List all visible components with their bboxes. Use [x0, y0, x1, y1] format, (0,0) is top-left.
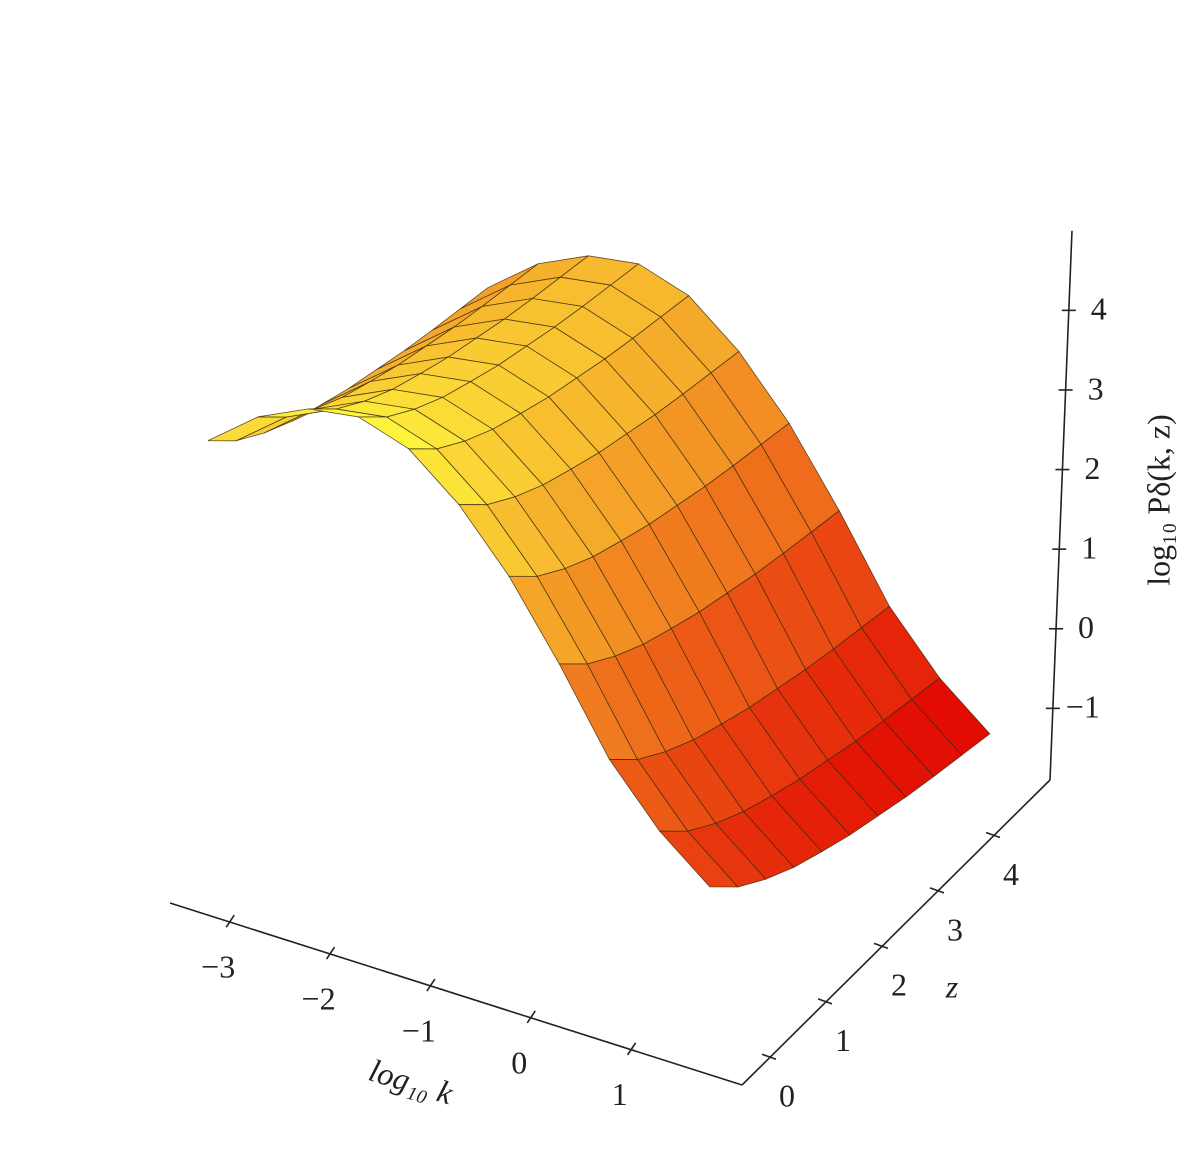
z-axis — [741, 779, 1051, 1086]
x-tick-label: −3 — [201, 949, 235, 985]
y-axis — [1049, 230, 1073, 781]
x-tick — [225, 914, 235, 928]
z-tick — [761, 1053, 777, 1061]
y-tick-label: 4 — [1091, 291, 1107, 327]
z-axis-label: z — [945, 968, 959, 1004]
z-tick-label: 0 — [779, 1078, 795, 1114]
y-tick-label: 0 — [1078, 609, 1094, 645]
z-tick — [929, 887, 945, 894]
z-tick-label: 1 — [835, 1022, 851, 1058]
x-tick-label: 1 — [612, 1076, 628, 1112]
z-tick — [985, 831, 1001, 839]
y-tick-label: −1 — [1066, 689, 1100, 725]
x-tick — [426, 978, 436, 992]
x-axis — [169, 902, 743, 1086]
z-tick — [817, 998, 833, 1005]
y-tick-label: 1 — [1081, 530, 1097, 566]
y-axis-label: log₁₀ Pδ(k, z) — [1140, 414, 1176, 586]
x-axis-label: log₁₀ k — [365, 1052, 458, 1112]
z-tick-label: 4 — [1003, 856, 1019, 892]
x-tick-label: −2 — [302, 980, 336, 1016]
z-tick-label: 3 — [947, 911, 963, 947]
z-tick — [873, 942, 889, 950]
y-tick-label: 2 — [1084, 450, 1100, 486]
z-tick-label: 2 — [891, 967, 907, 1003]
x-tick — [626, 1042, 637, 1056]
x-tick — [526, 1010, 536, 1024]
y-tick-label: 3 — [1088, 370, 1104, 406]
x-tick-label: 0 — [511, 1044, 527, 1080]
x-tick — [325, 946, 336, 960]
surface-patch — [658, 830, 739, 888]
x-tick-label: −1 — [402, 1012, 436, 1048]
